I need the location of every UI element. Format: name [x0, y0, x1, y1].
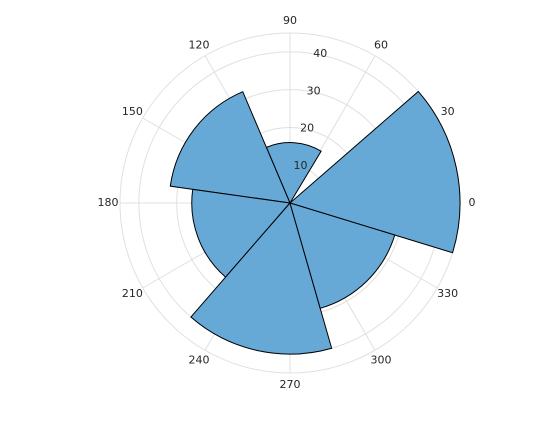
theta-tick-label: 270: [280, 378, 301, 391]
wedge: [191, 188, 291, 278]
wedge: [288, 90, 461, 254]
theta-tick-label: 0: [469, 196, 476, 209]
wedge: [169, 91, 291, 204]
wedge: [265, 142, 322, 205]
theta-tick-label: 120: [189, 38, 210, 51]
r-tick-label: 10: [294, 159, 308, 172]
theta-tick-label: 180: [98, 196, 119, 209]
wedge: [190, 201, 333, 355]
theta-tick-label: 240: [189, 354, 210, 367]
wedge: [289, 202, 396, 309]
theta-tick-label: 210: [122, 287, 143, 300]
theta-tick-label: 60: [374, 38, 388, 51]
theta-tick-label: 30: [441, 105, 455, 118]
r-tick-label: 40: [313, 47, 327, 60]
theta-tick-label: 330: [437, 287, 458, 300]
r-tick-label: 20: [300, 122, 314, 135]
theta-tick-label: 90: [283, 14, 297, 27]
r-tick-label: 30: [307, 84, 321, 97]
theta-tick-label: 150: [122, 105, 143, 118]
theta-tick-label: 300: [371, 354, 392, 367]
